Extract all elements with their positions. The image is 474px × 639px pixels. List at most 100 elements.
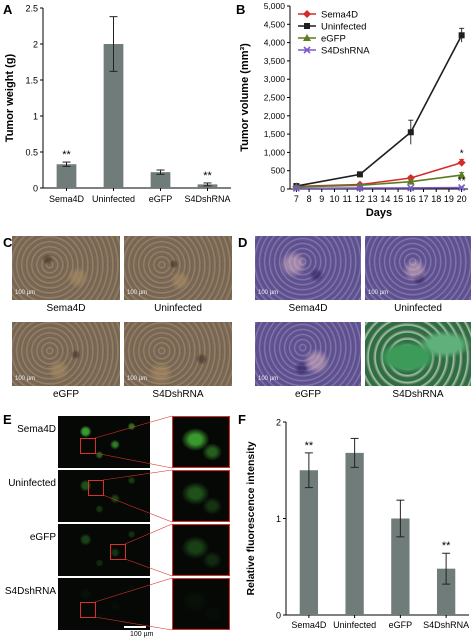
y-tick-label: 5,000	[264, 1, 286, 11]
bar	[391, 518, 410, 615]
x-tick-label: 11	[343, 194, 352, 204]
y-tick-label: 0.5	[25, 148, 38, 158]
data-point	[457, 158, 466, 167]
x-tick-label: 12	[355, 194, 365, 204]
x-tick-label: 20	[457, 194, 467, 204]
fluorescence-inset	[172, 578, 230, 630]
bar	[56, 164, 77, 188]
fluorescence-inset	[172, 416, 230, 468]
category-label: S4DshRNA	[184, 194, 230, 204]
category-label: Sema4D	[49, 194, 85, 204]
legend-label: Uninfected	[321, 22, 366, 33]
marker-stroke	[407, 184, 415, 192]
bar	[436, 568, 456, 615]
fluorescence-image	[58, 524, 150, 576]
x-tick-label: 19	[444, 194, 454, 204]
marker-stroke	[303, 46, 311, 54]
data-point	[292, 184, 300, 192]
marker-stroke	[458, 183, 466, 192]
panel-label-d: D	[238, 235, 248, 250]
panel-label-f: F	[238, 412, 246, 427]
x-tick-label: 15	[393, 194, 403, 204]
x-tick-label: 8	[307, 194, 312, 204]
y-tick-label: 2.5	[25, 4, 38, 14]
x-axis-label: Days	[366, 207, 392, 219]
x-tick-label: 10	[329, 194, 339, 204]
panel-label-c: C	[3, 235, 13, 250]
y-tick-label: 1	[33, 112, 38, 122]
y-tick-label: 1,000	[264, 147, 286, 157]
fluorescence-intensity-bar-chart: 0 1 2 ** Sema4D Uninfected eGFP ** S4DshRNA Relat…	[245, 418, 469, 631]
category-label: S4DshRNA	[423, 620, 469, 630]
y-axis-label: Tumor weight (g)	[4, 53, 16, 142]
inset-region-box	[110, 544, 126, 560]
series-line	[296, 186, 462, 190]
fluorescence-row-label: Sema4D	[17, 424, 56, 435]
y-axis-label: Tumor volume (mm³)	[239, 43, 251, 152]
scale-bar	[124, 626, 146, 628]
micrograph-tile	[124, 236, 232, 300]
scale-bar-label: 100 µm	[127, 376, 148, 382]
micrograph-caption: eGFP	[294, 389, 322, 400]
micrograph-caption: Sema4D	[288, 303, 328, 314]
scale-bar-label: 100 µm	[130, 631, 154, 638]
y-tick-label: 1	[276, 514, 281, 524]
micrograph-tile	[12, 236, 120, 300]
data-point	[457, 171, 466, 179]
category-label: Sema4D	[291, 620, 327, 630]
y-tick-label: 2,000	[264, 111, 286, 121]
data-point	[406, 177, 415, 185]
significance-label: **	[62, 149, 71, 161]
data-point	[303, 34, 311, 41]
fluorescence-row-label: Uninfected	[8, 478, 56, 489]
significance-label: **	[458, 176, 466, 187]
marker-stroke	[292, 184, 300, 192]
fluorescence-inset	[172, 470, 230, 522]
tumor-volume-line-chart: 0 500 1,000 1,500 2,000 2,500 3,000 3,500 4,000 4…	[239, 1, 468, 219]
fluorescence-image-grid: Sema4D Uninfected eGFP S4DshRNA 100 µm	[0, 414, 236, 639]
series-line	[296, 34, 463, 187]
micrograph-caption: Uninfected	[154, 303, 202, 314]
x-tick-label: 9	[319, 194, 324, 204]
panel-label-a: A	[3, 2, 13, 17]
he-micrograph-grid: 100 µm Sema4D 100 µm Uninfected 100 µm eGFP S4…	[255, 236, 471, 408]
micrograph-caption: Sema4D	[46, 303, 86, 314]
y-tick-label: 0	[33, 184, 38, 194]
micrograph-caption: Uninfected	[394, 303, 442, 314]
panel-label-e: E	[3, 412, 12, 427]
bar	[150, 172, 171, 188]
category-label: Uninfected	[92, 194, 135, 204]
micrograph-tile	[365, 322, 471, 386]
fluorescence-image	[58, 470, 150, 522]
significance-label: *	[460, 148, 464, 159]
micrograph-tile	[255, 236, 361, 300]
data-point	[304, 23, 310, 29]
micrograph-tile	[365, 236, 471, 300]
y-tick-label: 0	[276, 611, 281, 621]
y-axis-label: Relative fluorescence intensity	[245, 441, 257, 595]
micrograph-tile	[124, 322, 232, 386]
y-tick-label: 3,500	[264, 56, 286, 66]
y-tick-label: 2	[276, 418, 281, 428]
y-tick-label: 4,000	[264, 38, 286, 48]
data-point	[303, 46, 311, 54]
x-tick-label: 17	[418, 194, 428, 204]
y-tick-label: 1.5	[25, 76, 38, 86]
significance-label: **	[305, 440, 314, 452]
scale-bar-label: 100 µm	[15, 376, 36, 382]
data-point	[458, 32, 465, 39]
category-label: Uninfected	[333, 620, 376, 630]
y-tick-label: 3,000	[264, 74, 286, 84]
legend-label: Sema4D	[321, 10, 358, 21]
x-tick-label: 16	[406, 194, 416, 204]
x-tick-label: 18	[431, 194, 441, 204]
fluorescence-image	[58, 416, 150, 468]
tumor-weight-bar-chart: 0 0.5 1 1.5 2 2.5 ** Sema4D Uninfected eGFP ** S4Ds…	[4, 4, 231, 204]
significance-label: **	[203, 170, 212, 182]
data-point	[407, 129, 414, 136]
legend-label: eGFP	[321, 34, 346, 45]
data-point	[407, 184, 415, 192]
legend-label: S4DshRNA	[321, 46, 370, 57]
y-tick-label: 2,500	[264, 93, 286, 103]
scale-bar-label: 100 µm	[368, 290, 389, 296]
